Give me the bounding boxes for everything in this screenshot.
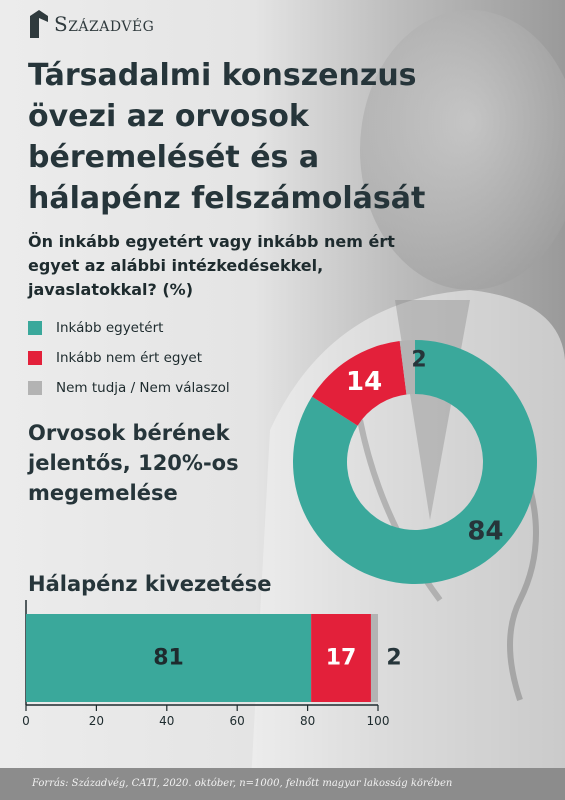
donut-label-agree: 84 bbox=[467, 517, 503, 547]
legend-label-no-answer: Nem tudja / Nem válaszol bbox=[56, 380, 230, 396]
page-title: Társadalmi konszenzus övezi az orvosok b… bbox=[28, 58, 426, 216]
donut-slice-no-answer bbox=[399, 340, 415, 395]
x-tick-label: 60 bbox=[230, 714, 245, 728]
legend-item-no-answer: Nem tudja / Nem válaszol bbox=[28, 373, 230, 403]
x-tick-label: 20 bbox=[89, 714, 104, 728]
legend-item-agree: Inkább egyetért bbox=[28, 313, 230, 343]
bar-label-agree: 81 bbox=[153, 646, 184, 671]
x-tick-label: 100 bbox=[367, 714, 390, 728]
bar-chart-title: Hálapénz kivezetése bbox=[28, 572, 272, 596]
brand-logo: Századvég bbox=[30, 10, 154, 38]
bar-segment-disagree bbox=[311, 614, 371, 702]
chart-legend: Inkább egyetért Inkább nem ért egyet Nem… bbox=[28, 313, 230, 403]
x-tick-label: 40 bbox=[159, 714, 174, 728]
donut-slice-agree bbox=[293, 340, 537, 584]
donut-chart: 84 14 2 bbox=[293, 340, 537, 584]
legend-label-agree: Inkább egyetért bbox=[56, 320, 164, 336]
bar-label-no-answer: 2 bbox=[386, 646, 401, 671]
donut-label-disagree: 14 bbox=[346, 367, 382, 397]
legend-label-disagree: Inkább nem ért egyet bbox=[56, 350, 203, 366]
bar-label-disagree: 17 bbox=[326, 646, 357, 671]
x-tick-label: 80 bbox=[300, 714, 315, 728]
szazadveg-logo-icon bbox=[30, 10, 48, 38]
legend-swatch-disagree bbox=[28, 351, 42, 365]
survey-question: Ön inkább egyetért vagy inkább nem ért e… bbox=[28, 232, 395, 299]
legend-swatch-no-answer bbox=[28, 381, 42, 395]
bar-segment-agree bbox=[26, 614, 312, 702]
donut-slice-disagree bbox=[311, 340, 407, 426]
legend-item-disagree: Inkább nem ért egyet bbox=[28, 343, 230, 373]
source-footer: Forrás: Századvég, CATI, 2020. október, … bbox=[0, 768, 565, 800]
brand-name: Századvég bbox=[54, 12, 155, 36]
x-tick-label: 0 bbox=[22, 714, 30, 728]
stacked-bar-chart: 81 17 20 20 40 60 80 100 bbox=[22, 600, 402, 728]
legend-swatch-agree bbox=[28, 321, 42, 335]
bar-segment-no-answer bbox=[370, 614, 378, 702]
donut-chart-title: Orvosok bérének jelentős, 120%-os megeme… bbox=[28, 421, 239, 505]
donut-label-no-answer: 2 bbox=[411, 348, 426, 373]
